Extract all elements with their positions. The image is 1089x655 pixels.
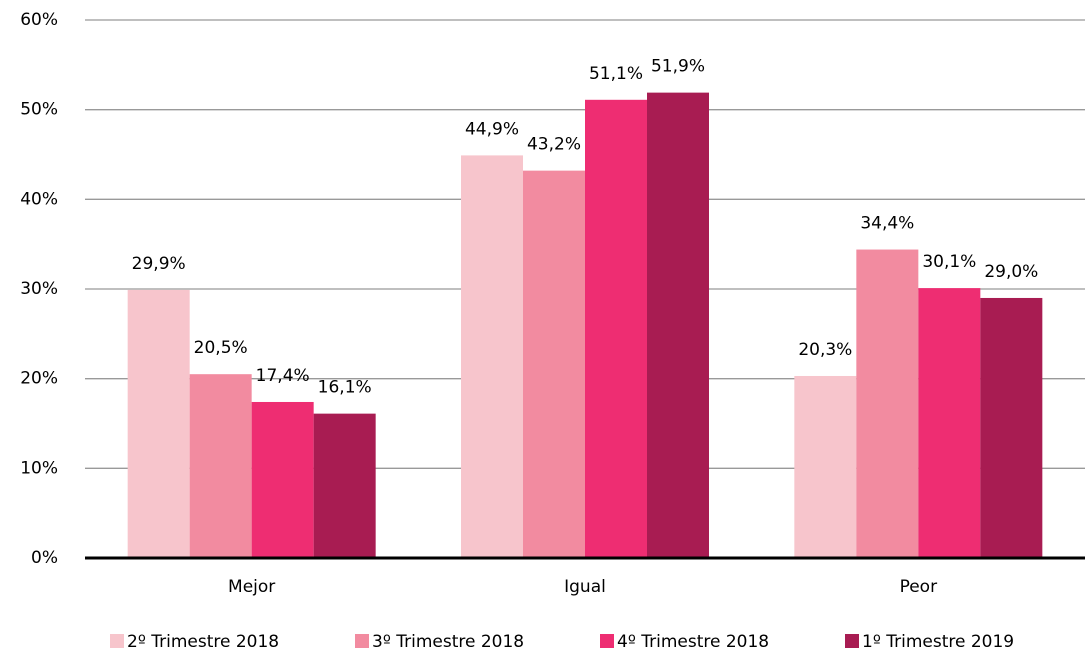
bar	[647, 92, 709, 558]
data-label: 16,1%	[318, 378, 372, 398]
data-label: 20,3%	[798, 340, 852, 360]
y-tick-label: 40%	[20, 189, 58, 209]
data-label: 17,4%	[256, 366, 310, 386]
bar	[794, 375, 857, 558]
legend-swatch	[110, 634, 124, 648]
bar	[585, 99, 647, 558]
bar	[189, 374, 252, 558]
y-tick-label: 20%	[20, 369, 58, 389]
y-tick-label: 60%	[20, 10, 58, 30]
legend-swatch	[355, 634, 369, 648]
bar	[523, 170, 585, 558]
y-tick-label: 30%	[20, 279, 58, 299]
data-label: 44,9%	[465, 119, 519, 139]
bar	[251, 401, 314, 558]
bar	[856, 249, 919, 558]
legend-swatch	[600, 634, 614, 648]
bar	[461, 155, 523, 558]
x-tick-label: Mejor	[228, 577, 275, 597]
legend-label: 2º Trimestre 2018	[127, 632, 279, 652]
bar	[980, 297, 1043, 558]
bar	[918, 288, 981, 558]
data-label: 30,1%	[922, 252, 976, 272]
bar	[313, 413, 376, 558]
y-tick-label: 50%	[20, 100, 58, 120]
x-tick-label: Peor	[900, 577, 938, 597]
data-label: 29,0%	[984, 262, 1038, 282]
data-label: 34,4%	[860, 214, 914, 234]
data-label: 51,9%	[651, 57, 705, 77]
data-label: 20,5%	[194, 338, 248, 358]
bar	[127, 289, 190, 558]
legend-label: 4º Trimestre 2018	[617, 632, 769, 652]
y-tick-label: 0%	[31, 548, 58, 568]
legend-label: 1º Trimestre 2019	[862, 632, 1014, 652]
legend-label: 3º Trimestre 2018	[372, 632, 524, 652]
data-label: 43,2%	[527, 135, 581, 155]
y-tick-label: 10%	[20, 458, 58, 478]
data-label: 51,1%	[589, 64, 643, 84]
legend-swatch	[845, 634, 859, 648]
data-label: 29,9%	[132, 254, 186, 274]
x-tick-label: Igual	[564, 577, 606, 597]
